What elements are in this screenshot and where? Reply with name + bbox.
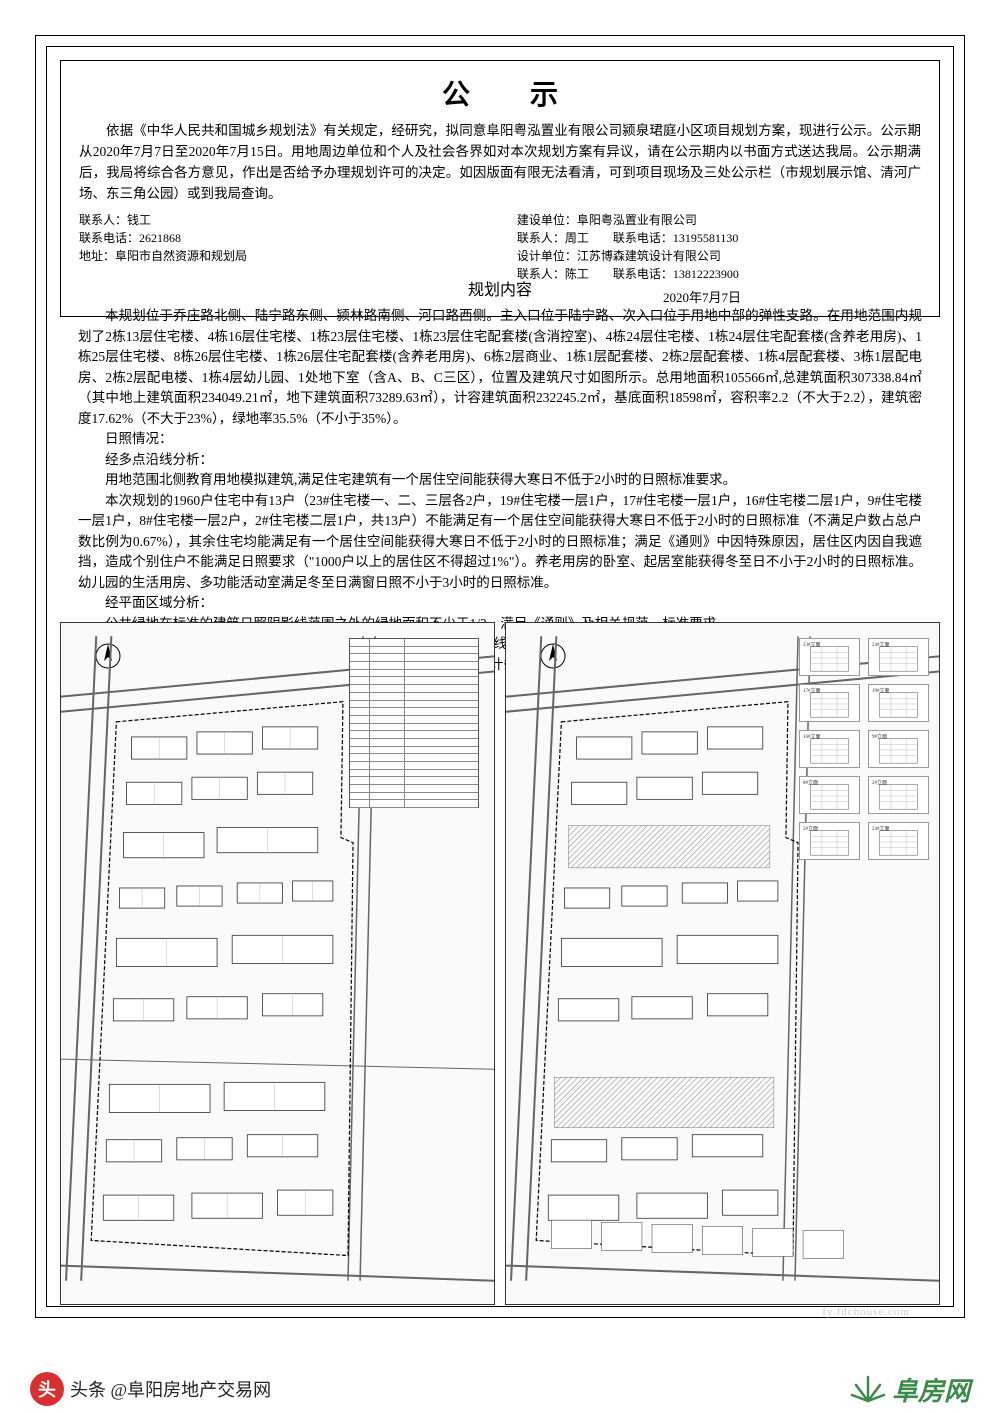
plans-area: 23#立面 24#立面 17#立面 19#立面 16#立面 9#立面 8#立面 2#立面 5#立… <box>60 622 940 1305</box>
elevation-label: 9#立面 <box>872 733 887 740</box>
content-p2: 用地范围北侧教育用地模拟建筑,满足住宅建筑有一个居住空间能获得大寒日不低于2小时… <box>78 470 922 491</box>
legend-row <box>350 770 478 778</box>
footer-logo: 阜房网 <box>850 1371 970 1408</box>
notice-body: 依据《中华人民共和国城乡规划法》有关规定，经研究，拟同意阜阳粤泓置业有限公司颍泉… <box>79 121 921 205</box>
elevation-thumb: 8#立面 <box>799 776 860 814</box>
elevation-thumb: 24#立面 <box>868 638 929 676</box>
legend-row <box>350 647 478 655</box>
elevation-label: 5#立面 <box>803 825 818 832</box>
legend-row <box>350 777 478 785</box>
contact-address-left: 地址：阜阳市自然资源和规划局 <box>79 247 416 265</box>
elevation-label: 2#立面 <box>872 779 887 786</box>
legend-row <box>350 724 478 732</box>
legend-row <box>350 662 478 670</box>
contact-phone-left: 联系电话：2621868 <box>79 229 416 247</box>
legend-row <box>350 739 478 747</box>
content-box: 规划内容 本规划位于乔庄路北侧、陆宁路东侧、颍林路南侧、河口路西侧。主入口位于陆… <box>60 268 940 679</box>
logo-text: 阜房网 <box>892 1371 970 1408</box>
elevation-thumb: 19#立面 <box>868 684 929 722</box>
contact-person-left: 联系人：钱工 <box>79 211 416 229</box>
elevation-label: 24#立面 <box>872 825 890 832</box>
content-s1: 日照情况： <box>78 429 922 450</box>
elevation-label: 16#立面 <box>803 733 821 740</box>
watermark: fy.fdchouse.com <box>822 1306 910 1318</box>
legend-row <box>350 677 478 685</box>
elevation-label: 23#立面 <box>803 641 821 648</box>
plan-right: 23#立面 24#立面 17#立面 19#立面 16#立面 9#立面 8#立面 2#立面 5#立… <box>505 622 940 1305</box>
elevation-label: 24#立面 <box>872 641 890 648</box>
legend-row <box>350 685 478 693</box>
elevation-thumb: 5#立面 <box>799 822 860 860</box>
build-unit: 建设单位：阜阳粤泓置业有限公司 <box>517 211 921 229</box>
notice-title: 公示 <box>79 73 921 113</box>
elevation-thumb: 9#立面 <box>868 730 929 768</box>
footer-bar: 头 头条 @阜阳房地产交易网 阜房网 <box>0 1365 1000 1413</box>
legend-row <box>350 800 478 808</box>
plan-left <box>60 622 495 1305</box>
elevation-thumb: 23#立面 <box>799 638 860 676</box>
build-contact: 联系人：周工 联系电话：13195581130 <box>517 229 921 247</box>
source-text: 头条 @阜阳房地产交易网 <box>70 1376 271 1402</box>
elevation-grid: 23#立面 24#立面 17#立面 19#立面 16#立面 9#立面 8#立面 2#立面 5#立… <box>799 638 929 860</box>
legend-row <box>350 654 478 662</box>
legend-row <box>350 754 478 762</box>
elevation-thumb: 2#立面 <box>868 776 929 814</box>
footer-source: 头 头条 @阜阳房地产交易网 <box>30 1372 271 1406</box>
legend-row <box>350 793 478 801</box>
legend-row <box>350 708 478 716</box>
legend-row <box>350 670 478 678</box>
elevation-label: 8#立面 <box>803 779 818 786</box>
content-s3: 经平面区域分析： <box>78 593 922 614</box>
content-s2: 经多点沿线分析： <box>78 450 922 471</box>
content-p3: 本次规划的1960户住宅中有13户（23#住宅楼一、二、三层各2户，19#住宅楼… <box>78 491 922 594</box>
elevation-thumb: 16#立面 <box>799 730 860 768</box>
elevation-thumb: 17#立面 <box>799 684 860 722</box>
logo-rays-icon <box>850 1371 886 1407</box>
legend-row <box>350 639 478 647</box>
elevation-label: 17#立面 <box>803 687 821 694</box>
content-p1: 本规划位于乔庄路北侧、陆宁路东侧、颍林路南侧、河口路西侧。主入口位于陆宁路、次入… <box>78 306 922 429</box>
legend-row <box>350 747 478 755</box>
elevation-thumb: 24#立面 <box>868 822 929 860</box>
avatar-icon: 头 <box>30 1372 64 1406</box>
legend-table <box>349 638 479 808</box>
elevation-label: 19#立面 <box>872 687 890 694</box>
legend-row <box>350 693 478 701</box>
legend-row <box>350 701 478 709</box>
content-title: 规划内容 <box>78 276 922 300</box>
design-unit: 设计单位：江苏博森建筑设计有限公司 <box>517 247 921 265</box>
legend-row <box>350 716 478 724</box>
legend-row <box>350 785 478 793</box>
legend-row <box>350 731 478 739</box>
legend-row <box>350 762 478 770</box>
